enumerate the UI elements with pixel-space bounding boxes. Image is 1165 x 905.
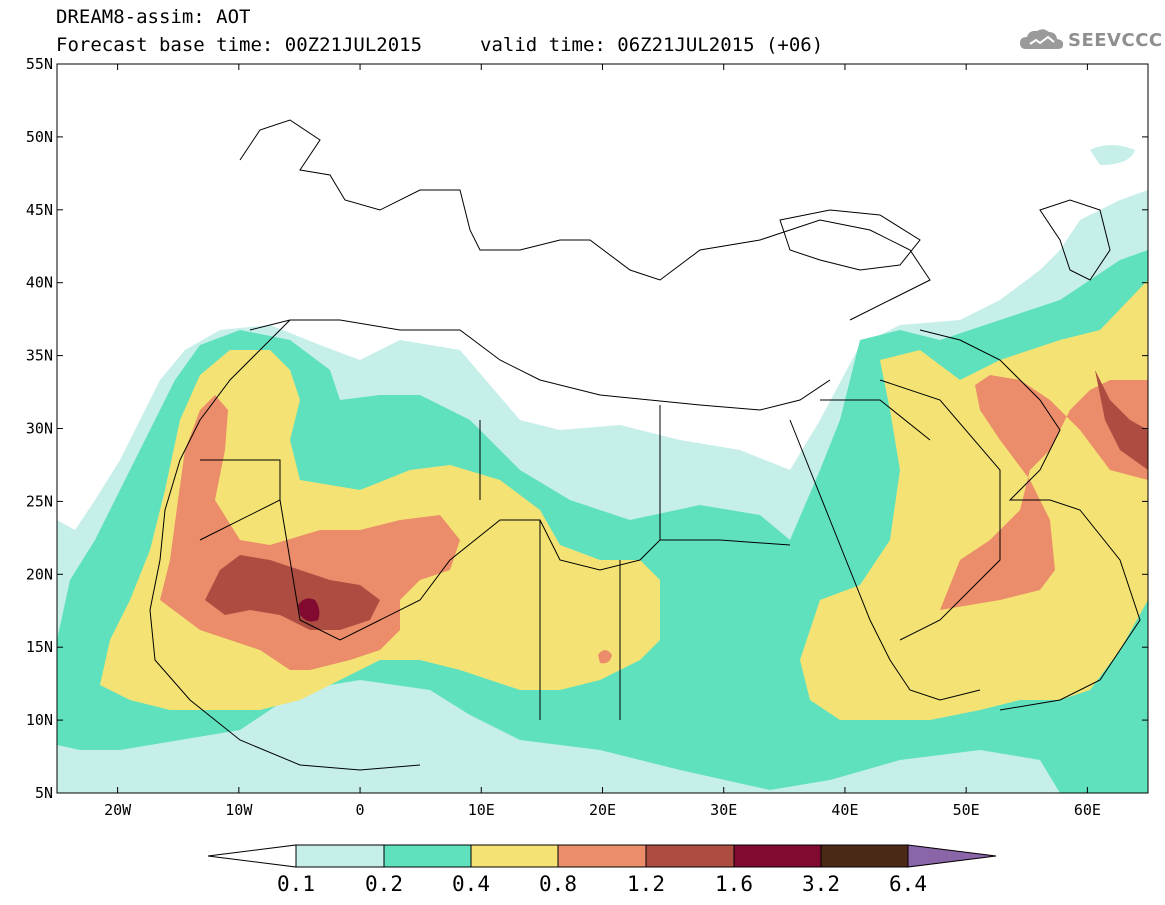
border-africa-1 [279,499,791,641]
colorbar-label: 1.2 [627,872,665,896]
lat-tick-label: 20N [26,565,53,583]
colorbar-lower-arrow [207,844,297,868]
colorbar-bin-4 [557,844,647,868]
latitude-ticks: 55N 50N 45N 40N 35N 30N 25N 20N 15N 10N 5N [26,55,1148,802]
border-arabia [820,379,1001,641]
colorbar-bin-2 [383,844,472,868]
lat-tick-label: 5N [35,784,53,802]
aot-band-0.8-east [940,375,1148,610]
aot-band-0.1-north [1090,145,1135,165]
colorbar-bin-7 [820,844,909,868]
lon-tick-label: 30E [710,801,737,819]
lat-tick-label: 50N [26,128,53,146]
colorbar-upper-arrow [907,844,997,868]
aot-band-1.6 [298,598,320,622]
lon-tick-label: 10E [468,801,495,819]
aot-band-1.2 [205,555,380,630]
coastline-europe [239,119,931,321]
logo-text: SEEVCCC [1068,30,1163,51]
map-title: DREAM8-assim: AOT [56,6,251,28]
coastline-black-sea [779,209,921,271]
lat-tick-label: 45N [26,201,53,219]
lon-tick-label: 40E [831,801,858,819]
coastline-arabia-east [919,329,1141,711]
aot-band-0.8-spot [598,650,612,664]
lon-tick-label: 50E [953,801,980,819]
coastline-caspian [1039,199,1111,281]
colorbar-label: 1.6 [715,872,753,896]
lon-tick-label: 0 [356,801,365,819]
lat-tick-label: 55N [26,55,53,73]
colorbar [207,844,997,868]
lon-tick-label: 20E [589,801,616,819]
colorbar-label: 0.2 [365,872,403,896]
valid-time: valid time: 06Z21JUL2015 (+06) [480,34,824,56]
colorbar-label: 3.2 [802,872,840,896]
colorbar-bin-1 [295,844,385,868]
colorbar-label: 6.4 [889,872,927,896]
colorbar-label: 0.4 [452,872,490,896]
aot-band-1.2-east [1095,370,1148,470]
lat-tick-label: 40N [26,274,53,292]
lat-tick-label: 10N [26,711,53,729]
lat-tick-label: 30N [26,420,53,438]
colorbar-label: 0.8 [539,872,577,896]
aot-band-0.4-east [800,280,1148,720]
lon-tick-label: 60E [1074,801,1101,819]
border-africa-2 [199,405,661,720]
coastlines [149,119,1141,771]
lon-tick-label: 20W [104,801,132,819]
lat-tick-label: 35N [26,347,53,365]
forecast-base-time: Forecast base time: 00Z21JUL2015 [56,34,423,56]
colorbar-bin-5 [645,844,735,868]
lon-tick-label: 10W [225,801,253,819]
aot-field [57,145,1148,793]
coastline-north-africa [249,319,831,411]
coastline-red-sea [789,419,981,701]
cloud-logo-icon [1020,29,1064,49]
colorbar-label: 0.1 [277,872,315,896]
coastline-west-africa [149,319,421,771]
lat-tick-label: 25N [26,492,53,510]
colorbar-bin-6 [733,844,822,868]
colorbar-bin-3 [470,844,559,868]
lat-tick-label: 15N [26,638,53,656]
longitude-ticks: 20W 10W 0 10E 20E 30E 40E 50E 60E [104,64,1101,819]
